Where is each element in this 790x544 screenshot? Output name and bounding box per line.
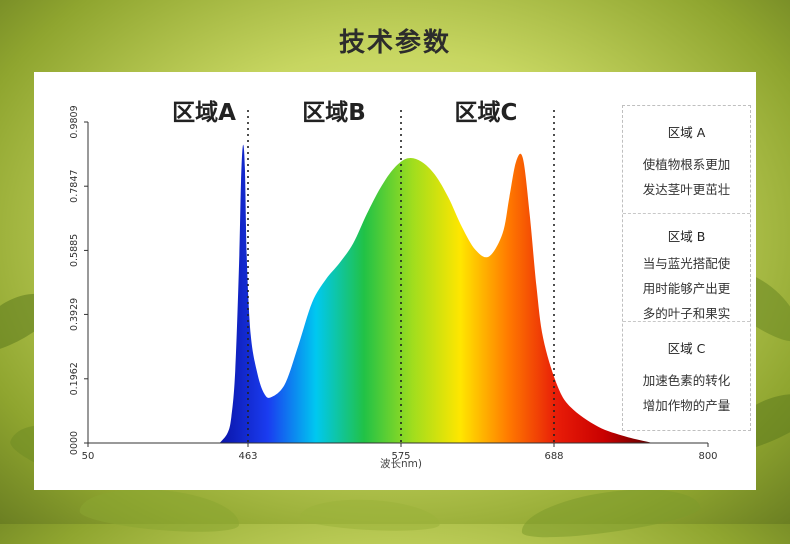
info-title: 区域 B <box>667 228 706 244</box>
region-label: 区域A <box>172 99 236 126</box>
y-tick-label: 0.5885 <box>69 234 80 267</box>
info-line: 增加作物的产量 <box>642 397 731 413</box>
y-tick-label: 0000 <box>69 431 80 455</box>
region-label: 区域B <box>302 99 366 126</box>
y-tick-label: 0.7847 <box>69 170 80 203</box>
y-tick-label: 0.3929 <box>69 298 80 331</box>
info-box: 区域 A 使植物根系更加 发达茎叶更茁壮 区域 B 当与蓝光搭配使 用时能够产出… <box>622 105 751 431</box>
info-line: 多的叶子和果实 <box>642 305 731 321</box>
spectrum-area <box>219 144 654 443</box>
x-tick-label: 800 <box>698 451 717 462</box>
info-line: 加速色素的转化 <box>642 372 731 388</box>
y-tick-label: 0.1962 <box>69 362 80 395</box>
info-section-c: 区域 C 加速色素的转化 增加作物的产量 <box>623 322 750 430</box>
x-tick-label: 463 <box>238 451 257 462</box>
page-title: 技术参数 <box>338 28 451 58</box>
info-title: 区域 A <box>667 125 706 140</box>
info-line: 使植物根系更加 <box>642 157 731 172</box>
info-section-a: 区域 A 使植物根系更加 发达茎叶更茁壮 <box>623 106 750 214</box>
spectrum-chart: 0000 0.1962 0.3929 0.5885 0.7847 0.9809 50 463 5… <box>69 99 718 470</box>
x-axis-label: 波长nm) <box>380 457 422 470</box>
info-line: 发达茎叶更茁壮 <box>642 182 731 197</box>
info-line: 用时能够产出更 <box>642 280 731 296</box>
info-title: 区域 C <box>667 340 706 356</box>
info-line: 当与蓝光搭配使 <box>642 255 731 271</box>
info-section-b: 区域 B 当与蓝光搭配使 用时能够产出更 多的叶子和果实 <box>623 214 750 322</box>
chart-panel: 0000 0.1962 0.3929 0.5885 0.7847 0.9809 50 463 5… <box>34 72 756 490</box>
y-tick-label: 0.9809 <box>69 105 80 138</box>
region-label: 区域C <box>455 99 518 126</box>
x-tick-label: 688 <box>544 451 563 462</box>
x-tick-label: 575 <box>391 451 410 462</box>
x-tick-label: 50 <box>82 451 95 462</box>
